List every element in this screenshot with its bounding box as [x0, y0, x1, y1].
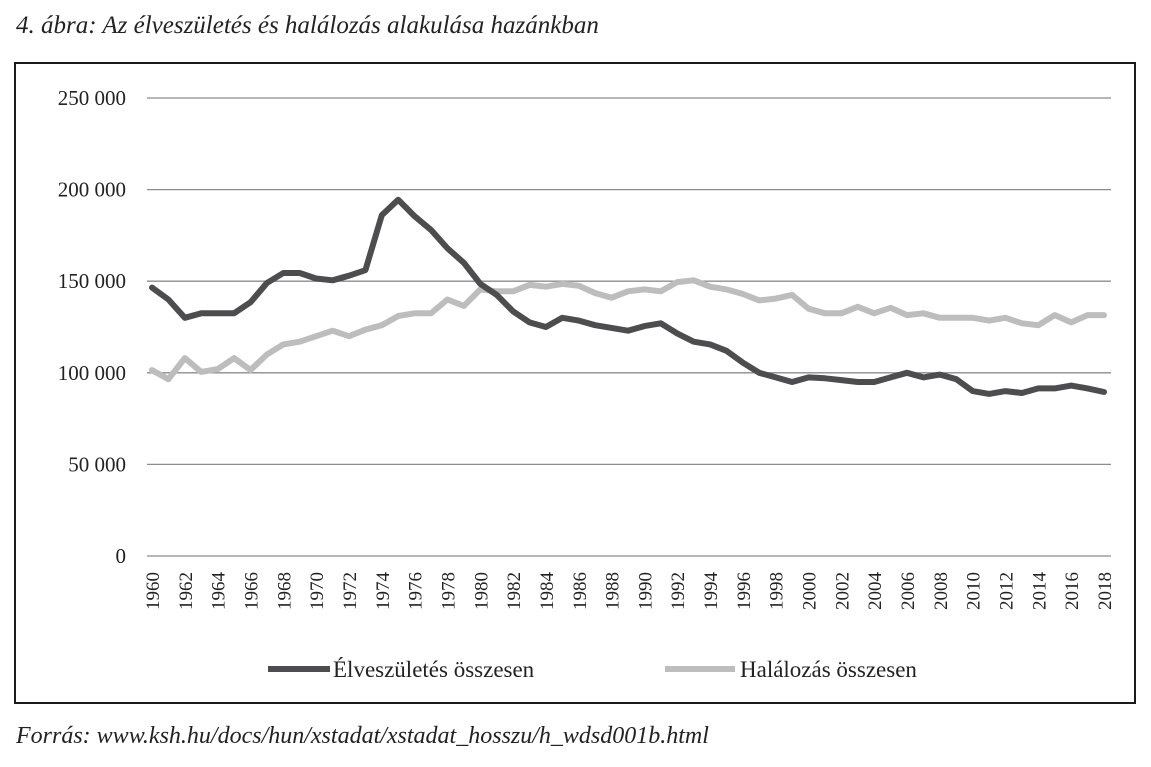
legend-label-1: Halálozás összesen: [740, 657, 917, 682]
x-tick-label: 2014: [1029, 572, 1050, 611]
x-tick-label: 1968: [274, 572, 295, 610]
chart-frame: [14, 62, 1136, 704]
x-tick-label: 1984: [537, 572, 558, 611]
x-tick-label: 1978: [438, 572, 459, 610]
x-tick-label: 1986: [570, 572, 591, 610]
series-line-1: [149, 277, 1107, 383]
source-note: Forrás: www.ksh.hu/docs/hun/xstadat/xsta…: [16, 723, 709, 749]
x-tick-label: 1992: [668, 572, 689, 610]
x-tick-label: 2006: [898, 572, 919, 610]
y-tick-label: 250 000: [58, 86, 126, 110]
legend: Élveszületés összesen Halálozás összesen: [268, 657, 917, 682]
y-tick-label: 0: [116, 544, 127, 568]
y-tick-label: 100 000: [58, 361, 126, 385]
y-tick-label: 50 000: [68, 452, 126, 476]
x-tick-label: 1974: [373, 572, 394, 611]
x-tick-label: 1988: [603, 572, 624, 610]
x-tick-label: 1964: [209, 572, 230, 611]
x-tick-label: 1970: [307, 572, 328, 610]
x-tick-label: 2010: [964, 572, 985, 610]
x-tick-label: 1972: [340, 572, 361, 610]
y-tick-label: 200 000: [58, 178, 126, 202]
x-tick-label: 2002: [832, 572, 853, 610]
x-tick-label: 2016: [1062, 572, 1083, 610]
x-tick-label: 1994: [701, 572, 722, 611]
figure-title: 4. ábra: Az élveszületés és halálozás al…: [16, 12, 599, 39]
x-tick-label: 1996: [734, 572, 755, 610]
y-tick-label: 150 000: [58, 269, 126, 293]
x-tick-label: 1966: [241, 572, 262, 610]
x-tick-label: 1998: [767, 572, 788, 610]
x-axis-tick-labels: 1960 1962 1964 1966 1968 1970 1972 1974 1976 1978…: [143, 572, 1116, 611]
series-line-0: [149, 196, 1107, 397]
x-tick-label: 2012: [997, 572, 1018, 610]
x-tick-label: 2004: [865, 572, 886, 611]
x-tick-label: 1960: [143, 572, 164, 610]
x-tick-label: 2008: [931, 572, 952, 610]
y-axis-tick-labels: 0 50 000 100 000 150 000 200 000 250 000: [58, 86, 126, 568]
series-lines: [149, 196, 1107, 397]
grid-lines: [147, 97, 1111, 557]
x-tick-label: 1990: [635, 572, 656, 610]
x-tick-label: 1976: [406, 572, 427, 610]
x-tick-label: 1982: [504, 572, 525, 610]
x-tick-label: 2018: [1095, 572, 1116, 610]
x-tick-label: 1962: [176, 572, 197, 610]
x-tick-label: 2000: [800, 572, 821, 610]
x-tick-label: 1980: [471, 572, 492, 610]
legend-label-0: Élveszületés összesen: [333, 657, 535, 682]
